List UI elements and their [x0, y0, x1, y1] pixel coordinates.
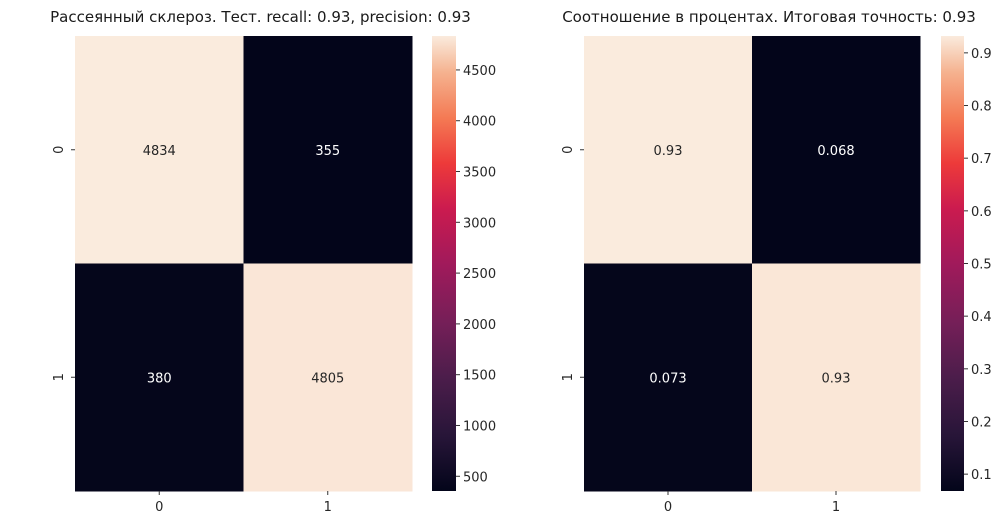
chart1-y-tick-label-1: 1: [52, 373, 67, 381]
chart2-colorbar-tick-label-0: 0.1: [971, 468, 992, 483]
chart2-title: Соотношение в процентах. Итоговая точнос…: [562, 8, 976, 26]
chart1-x-tick-label-1: 1: [324, 500, 332, 515]
chart1-cell-label-1-1: 4805: [311, 371, 344, 386]
chart2-cell-1-0: [584, 263, 753, 492]
chart2-x-tick-label-0: 0: [664, 500, 672, 515]
chart2-colorbar-tick-label-7: 0.8: [971, 100, 992, 115]
chart2-cell-1-1: [752, 263, 921, 492]
chart1-colorbar-tick-label-1: 1000: [463, 419, 496, 434]
chart1-x-tick-label-0: 0: [155, 500, 163, 515]
chart2-cell-label-1-1: 0.93: [822, 371, 851, 386]
chart2-cell-0-0: [584, 36, 753, 264]
chart1-colorbar-tick-label-6: 3500: [463, 166, 496, 181]
chart1-colorbar-tick-label-0: 500: [463, 470, 488, 485]
chart2-colorbar: [941, 36, 964, 491]
chart1-colorbar-tick-label-7: 4000: [463, 115, 496, 130]
chart1-colorbar-tick-label-5: 3000: [463, 216, 496, 231]
chart1-title: Рассеянный склероз. Тест. recall: 0.93, …: [50, 8, 471, 26]
chart2-colorbar-tick-label-5: 0.6: [971, 205, 992, 220]
chart2-cell-label-1-0: 0.073: [649, 371, 686, 386]
chart1-cell-label-0-0: 4834: [143, 144, 176, 159]
chart2-colorbar-tick-label-4: 0.5: [971, 258, 992, 273]
chart1-cell-1-1: [243, 263, 413, 492]
chart2-cell-label-0-0: 0.93: [654, 144, 683, 159]
chart2-colorbar-tick-label-6: 0.7: [971, 152, 992, 167]
chart1-cell-0-1: [243, 36, 413, 264]
chart1-colorbar: [432, 36, 456, 491]
chart2-colorbar-tick-label-1: 0.2: [971, 415, 992, 430]
chart1-cell-label-0-1: 355: [315, 144, 340, 159]
chart1-cell-1-0: [75, 263, 244, 492]
chart1-colorbar-tick-label-8: 4500: [463, 64, 496, 79]
chart1-cell-label-1-0: 380: [147, 371, 172, 386]
chart2-y-tick-label-0: 0: [561, 146, 576, 154]
chart1-y-tick-label-0: 0: [52, 146, 67, 154]
chart1-colorbar-tick-label-2: 1500: [463, 369, 496, 384]
chart2-cell-label-0-1: 0.068: [817, 144, 854, 159]
chart2-x-tick-label-1: 1: [832, 500, 840, 515]
chart2-colorbar-tick-label-3: 0.4: [971, 310, 992, 325]
chart2-y-tick-label-1: 1: [561, 373, 576, 381]
chart2-colorbar-tick-label-8: 0.9: [971, 47, 992, 62]
chart1-colorbar-tick-label-4: 2500: [463, 267, 496, 282]
chart2-colorbar-tick-label-2: 0.3: [971, 363, 992, 378]
chart1-colorbar-tick-label-3: 2000: [463, 318, 496, 333]
chart1-cell-0-0: [75, 36, 244, 264]
chart2-cell-0-1: [752, 36, 921, 264]
